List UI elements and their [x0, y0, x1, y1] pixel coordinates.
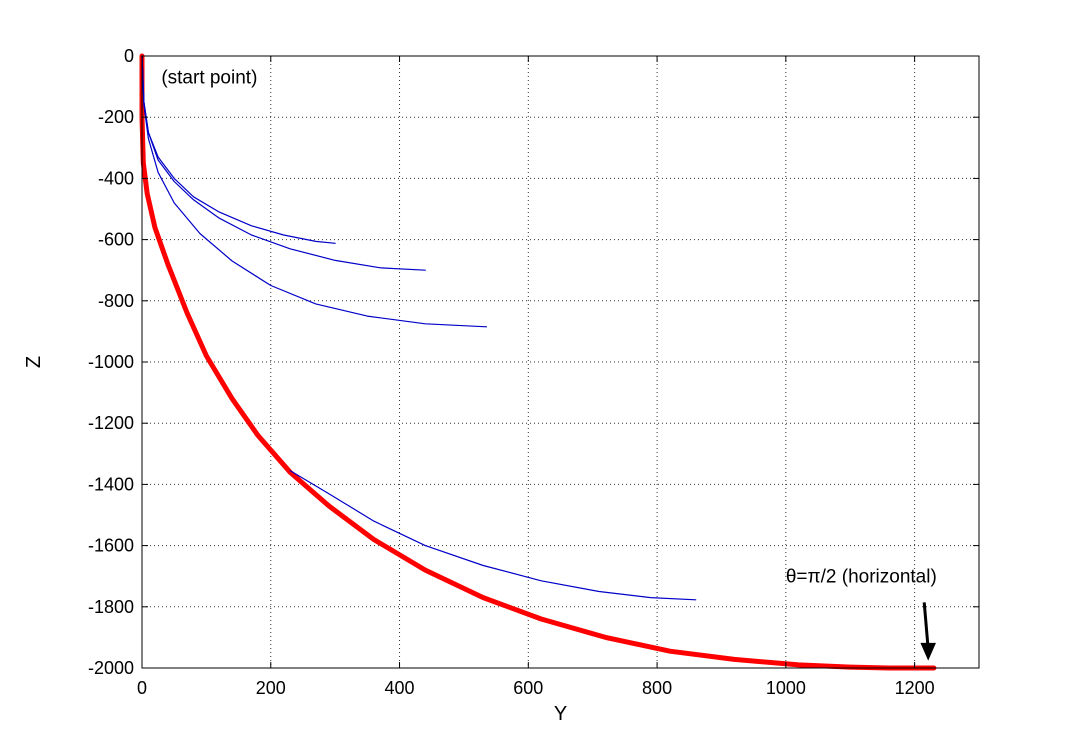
series-line-4 — [141, 55, 488, 328]
series-line-1 — [139, 53, 937, 671]
annotation-label: (start point) — [161, 68, 257, 89]
y-tick-label: -600 — [98, 230, 134, 250]
x-tick-label: 600 — [513, 678, 543, 698]
y-tick-label: -400 — [98, 168, 134, 188]
series-line-5 — [289, 470, 697, 601]
x-tick-label: 400 — [385, 678, 415, 698]
y-tick-label: -1000 — [88, 352, 134, 372]
y-tick-label: -1400 — [88, 474, 134, 494]
x-axis-label: Y — [554, 703, 567, 725]
y-tick-label: -1600 — [88, 536, 134, 556]
x-tick-label: 0 — [137, 678, 147, 698]
y-tick-label: -2000 — [88, 658, 134, 678]
annotation-arrow-shaft — [922, 602, 930, 650]
x-tick-label: 800 — [642, 678, 672, 698]
y-axis-label: Z — [23, 356, 45, 368]
series-layer — [139, 53, 937, 671]
series-line-3 — [141, 55, 426, 271]
x-tick-label: 200 — [256, 678, 286, 698]
x-tick-label: 1200 — [895, 678, 935, 698]
y-tick-label: -200 — [98, 107, 134, 127]
y-tick-label: -1800 — [88, 597, 134, 617]
annotation-label: θ=π/2 (horizontal) — [786, 566, 937, 587]
annotations: (start point) θ=π/2 (horizontal) — [161, 68, 937, 661]
annotation-arrow-head — [920, 642, 936, 661]
ticks: 0 200 400 600 800 1000 1200 0 -200 -400 -600 -800 -1… — [88, 46, 979, 698]
y-tick-label: -1200 — [88, 413, 134, 433]
x-tick-label: 1000 — [766, 678, 806, 698]
y-tick-label: 0 — [124, 46, 134, 66]
y-tick-label: -800 — [98, 291, 134, 311]
